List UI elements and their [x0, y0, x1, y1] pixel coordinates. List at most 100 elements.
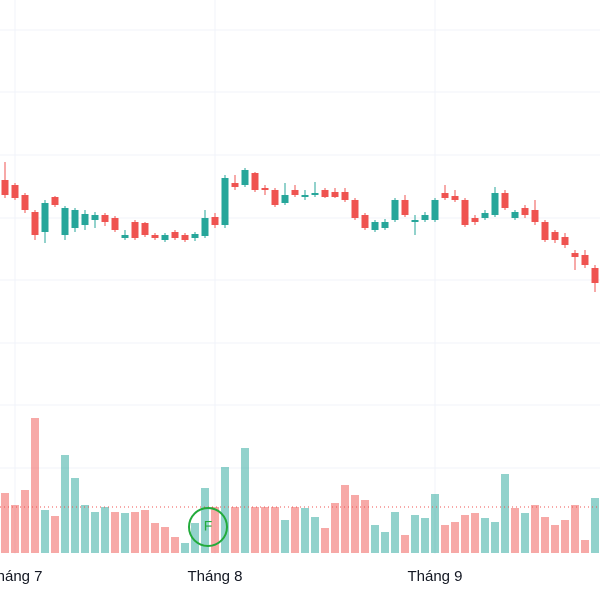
candle-body [421, 215, 429, 220]
volume-bar [401, 535, 409, 553]
volume-bar [211, 507, 219, 553]
volume-bar [481, 518, 489, 553]
candle-body [381, 222, 389, 228]
candle-body [1, 180, 9, 195]
candle-body [471, 218, 479, 222]
candle-body [241, 170, 249, 185]
volume-bar [541, 517, 549, 553]
volume-bar [1, 493, 9, 553]
time-axis [0, 554, 600, 600]
candle-body [191, 234, 199, 238]
grid [0, 29, 600, 469]
x-tick-label: Tháng 7 [0, 568, 43, 585]
volume-bar [21, 490, 29, 553]
candle-body [411, 220, 419, 222]
volume-bar [441, 525, 449, 553]
candle-body [231, 183, 239, 187]
volume-bar [101, 507, 109, 553]
volume-bar [511, 508, 519, 553]
candle-body [361, 215, 369, 228]
candle-body [121, 235, 129, 238]
candle-body [131, 222, 139, 238]
volume-bar [181, 543, 189, 553]
volume-bar [131, 512, 139, 553]
candle-body [351, 200, 359, 218]
volume-bar [11, 505, 19, 553]
volume-bar [191, 523, 199, 553]
candle-body [331, 192, 339, 197]
candle-body [171, 232, 179, 238]
candle-body [291, 190, 299, 195]
x-tick-label: Tháng 8 [187, 568, 242, 585]
volume-bar [391, 512, 399, 553]
volume-bar [31, 418, 39, 553]
volume-bar [221, 467, 229, 553]
volume-bar [361, 500, 369, 553]
vertical-grid [14, 0, 436, 554]
x-labels: Tháng 7 Tháng 8 Tháng 9 [0, 568, 463, 585]
volume-bar [151, 523, 159, 553]
volume-bar [431, 494, 439, 553]
price-pane [1, 162, 599, 292]
candle-body [391, 200, 399, 220]
volume-bar [381, 532, 389, 553]
candle-body [441, 193, 449, 198]
candle-body [341, 192, 349, 200]
candle-body [111, 218, 119, 230]
candle-body [301, 195, 309, 197]
candle-body [161, 235, 169, 240]
candle-body [141, 223, 149, 235]
volume-bar [281, 520, 289, 553]
volume-bar [271, 507, 279, 553]
candle-body [521, 208, 529, 215]
candle-body [401, 200, 409, 215]
volume-bar [471, 513, 479, 553]
volume-bar [201, 488, 209, 553]
volume-bar [351, 495, 359, 553]
candle-body [151, 235, 159, 238]
candle-body [181, 235, 189, 240]
volume-bar [261, 507, 269, 553]
volume-bar [571, 505, 579, 553]
volume-bar [291, 507, 299, 553]
candle-body [51, 197, 59, 205]
candle-body [71, 210, 79, 228]
volume-bar [531, 505, 539, 553]
candle-body [211, 217, 219, 225]
volume-bar [581, 540, 589, 553]
candle-body [201, 218, 209, 236]
volume-bar [421, 518, 429, 553]
candle-body [321, 190, 329, 197]
volume-bar [451, 522, 459, 553]
candle-body [501, 193, 509, 208]
candle-body [531, 210, 539, 222]
x-tick-label: Tháng 9 [407, 568, 462, 585]
candle-body [491, 193, 499, 215]
event-label: F [204, 518, 213, 534]
candle-body [91, 215, 99, 220]
volume-bar [501, 474, 509, 553]
candle-body [571, 253, 579, 257]
volume-bar [551, 525, 559, 553]
candle-body [511, 212, 519, 218]
candle-body [61, 208, 69, 235]
candle-body [281, 195, 289, 203]
candle-body [81, 214, 89, 225]
volume-bar [141, 510, 149, 553]
volume-bar [591, 498, 599, 553]
volume-bar [241, 448, 249, 553]
volume-pane [0, 418, 600, 553]
volume-bar [331, 503, 339, 553]
candle-body [11, 185, 19, 198]
volume-bar [121, 513, 129, 553]
volume-bar [171, 537, 179, 553]
volume-bar [311, 517, 319, 553]
candle-body [561, 237, 569, 245]
volume-bar [321, 528, 329, 553]
candle-body [551, 232, 559, 240]
volume-bar [161, 527, 169, 553]
volume-bar [371, 525, 379, 553]
candle-body [261, 188, 269, 190]
candle-body [221, 178, 229, 225]
candle-body [41, 203, 49, 232]
